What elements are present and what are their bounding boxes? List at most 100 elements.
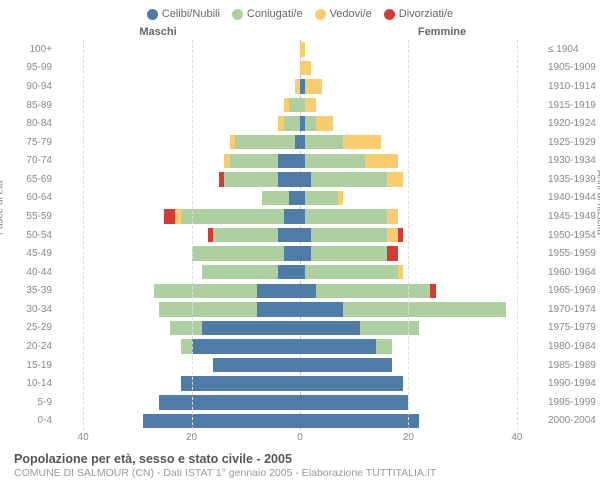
female-bar xyxy=(300,228,544,242)
male-bar xyxy=(56,79,300,93)
xtick: 0 xyxy=(297,432,303,443)
female-bar xyxy=(300,321,544,335)
bar-segment xyxy=(398,228,403,242)
bar-segment xyxy=(159,302,257,316)
bar-segment xyxy=(387,172,403,186)
bar-segment xyxy=(300,339,376,353)
male-bar xyxy=(56,154,300,168)
birth-label: 1980-1984 xyxy=(548,337,596,356)
birth-label: 1990-1994 xyxy=(548,374,596,393)
bar-segment xyxy=(300,172,311,186)
bar-segment xyxy=(257,284,300,298)
pyramid-row xyxy=(56,170,544,189)
yaxis-right: ≤ 19041905-19091910-19141915-19191920-19… xyxy=(544,40,596,430)
legend-label: Vedovi/e xyxy=(330,8,372,20)
age-label: 5-9 xyxy=(4,393,52,412)
female-bar xyxy=(300,302,544,316)
birth-label: 1915-1919 xyxy=(548,96,596,115)
pyramid-row xyxy=(56,356,544,375)
footer: Popolazione per età, sesso e stato civil… xyxy=(4,446,596,479)
legend-swatch xyxy=(147,9,158,20)
male-bar xyxy=(56,265,300,279)
bar-segment xyxy=(289,191,300,205)
pyramid-row xyxy=(56,300,544,319)
male-bar xyxy=(56,135,300,149)
age-label: 25-29 xyxy=(4,319,52,338)
legend-item: Coniugati/e xyxy=(232,8,303,20)
age-label: 60-64 xyxy=(4,189,52,208)
bar-segment xyxy=(300,284,316,298)
female-bar xyxy=(300,172,544,186)
male-bar xyxy=(56,246,300,260)
bar-segment xyxy=(305,191,338,205)
bar-segment xyxy=(300,321,360,335)
gridline xyxy=(192,40,193,430)
female-bar xyxy=(300,42,544,56)
bar-segment xyxy=(387,228,398,242)
bar-segment xyxy=(300,228,311,242)
female-bar xyxy=(300,61,544,75)
birth-label: ≤ 1904 xyxy=(548,40,596,59)
bar-segment xyxy=(305,79,321,93)
legend-item: Celibi/Nubili xyxy=(147,8,220,20)
birth-label: 1905-1909 xyxy=(548,59,596,78)
bar-segment xyxy=(343,135,381,149)
male-bar xyxy=(56,339,300,353)
yaxis-right-title: Anni di nascita xyxy=(595,170,600,235)
bar-segment xyxy=(192,339,300,353)
xtick: 40 xyxy=(511,432,522,443)
female-bar xyxy=(300,246,544,260)
bar-segment xyxy=(300,358,392,372)
legend-swatch xyxy=(232,9,243,20)
female-bar xyxy=(300,135,544,149)
age-label: 20-24 xyxy=(4,337,52,356)
pyramid-row xyxy=(56,59,544,78)
legend-label: Divorziati/e xyxy=(399,8,453,20)
header-male: Maschi xyxy=(56,26,300,38)
pyramid-row xyxy=(56,96,544,115)
pyramid-row xyxy=(56,226,544,245)
male-bar xyxy=(56,42,300,56)
female-bar xyxy=(300,358,544,372)
birth-label: 1920-1924 xyxy=(548,114,596,133)
bar-segment xyxy=(305,98,316,112)
pyramid-row xyxy=(56,151,544,170)
pyramid-row xyxy=(56,337,544,356)
male-bar xyxy=(56,209,300,223)
age-label: 30-34 xyxy=(4,300,52,319)
bar-segment xyxy=(430,284,435,298)
legend-item: Vedovi/e xyxy=(315,8,372,20)
age-label: 10-14 xyxy=(4,374,52,393)
female-bar xyxy=(300,79,544,93)
bar-segment xyxy=(181,339,192,353)
male-bar xyxy=(56,376,300,390)
bar-segment xyxy=(154,284,257,298)
bar-segment xyxy=(365,154,398,168)
male-bar xyxy=(56,302,300,316)
yaxis-left-title: Fasce di età xyxy=(0,181,6,235)
age-label: 65-69 xyxy=(4,170,52,189)
bar-segment xyxy=(143,414,300,428)
birth-label: 1925-1929 xyxy=(548,133,596,152)
bar-segment xyxy=(300,395,408,409)
legend-swatch xyxy=(384,9,395,20)
bar-segment xyxy=(305,116,316,130)
pyramid-row xyxy=(56,114,544,133)
bar-segment xyxy=(300,302,343,316)
male-bar xyxy=(56,395,300,409)
gridline xyxy=(408,40,409,430)
birth-label: 1930-1934 xyxy=(548,151,596,170)
female-bar xyxy=(300,116,544,130)
bar-segment xyxy=(278,228,300,242)
age-label: 0-4 xyxy=(4,412,52,431)
pyramid-row xyxy=(56,282,544,301)
chart-subtitle: COMUNE DI SALMOUR (CN) - Dati ISTAT 1° g… xyxy=(14,467,586,479)
pyramid-row xyxy=(56,207,544,226)
bar-segment xyxy=(289,98,300,112)
bar-segment xyxy=(278,172,300,186)
male-bar xyxy=(56,98,300,112)
female-bar xyxy=(300,209,544,223)
age-label: 95-99 xyxy=(4,59,52,78)
bar-segment xyxy=(284,209,300,223)
bar-segment xyxy=(311,172,387,186)
